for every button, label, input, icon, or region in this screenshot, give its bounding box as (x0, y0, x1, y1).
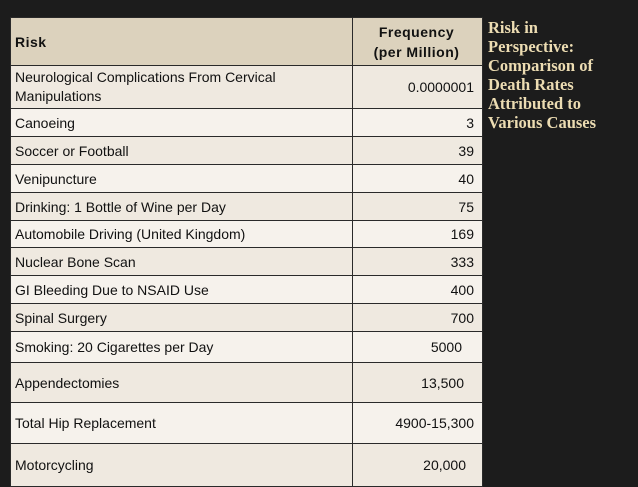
risk-table: Risk Frequency (per Million) Neurologica… (10, 17, 483, 487)
frequency-cell: 4900-15,300 (352, 402, 483, 444)
table-row: Nuclear Bone Scan 333 (10, 247, 483, 276)
risk-cell: Drinking: 1 Bottle of Wine per Day (10, 192, 353, 221)
frequency-cell: 3 (352, 108, 483, 137)
table-row: Venipuncture 40 (10, 164, 483, 193)
frequency-cell: 40 (352, 164, 483, 193)
table-row: Motorcycling 20,000 (10, 443, 483, 487)
title-line: Perspective: (488, 37, 575, 56)
frequency-cell: 20,000 (352, 443, 483, 487)
risk-cell: Automobile Driving (United Kingdom) (10, 220, 353, 248)
risk-cell: Appendectomies (10, 362, 353, 403)
risk-table-container: Risk Frequency (per Million) Neurologica… (10, 17, 483, 487)
table-row: Drinking: 1 Bottle of Wine per Day 75 (10, 192, 483, 221)
table-row: Total Hip Replacement 4900-15,300 (10, 402, 483, 444)
risk-cell: Venipuncture (10, 164, 353, 193)
frequency-cell: 400 (352, 275, 483, 304)
table-row: Canoeing 3 (10, 108, 483, 137)
title-line: Attributed to (488, 94, 582, 113)
title-line: Death Rates (488, 75, 574, 94)
table-row: GI Bleeding Due to NSAID Use 400 (10, 275, 483, 304)
frequency-cell: 75 (352, 192, 483, 221)
risk-cell: Soccer or Football (10, 136, 353, 165)
risk-cell: GI Bleeding Due to NSAID Use (10, 275, 353, 304)
frequency-cell: 5000 (352, 331, 483, 363)
risk-cell: Canoeing (10, 108, 353, 137)
frequency-cell: 700 (352, 303, 483, 332)
risk-cell: Nuclear Bone Scan (10, 247, 353, 276)
risk-cell: Total Hip Replacement (10, 402, 353, 444)
frequency-column-header: Frequency (per Million) (352, 17, 483, 66)
title-line: Risk in (488, 18, 538, 37)
risk-cell: Neurological Complications From Cervical… (10, 65, 353, 109)
table-header-row: Risk Frequency (per Million) (10, 17, 483, 66)
table-row: Spinal Surgery 700 (10, 303, 483, 332)
frequency-cell: 0.0000001 (352, 65, 483, 109)
table-row: Neurological Complications From Cervical… (10, 65, 483, 109)
frequency-cell: 333 (352, 247, 483, 276)
risk-cell: Motorcycling (10, 443, 353, 487)
frequency-header-line-2: (per Million) (373, 43, 460, 60)
risk-cell-line-1: Neurological Complications From Cervical (15, 69, 276, 85)
risk-cell-line-2: Manipulations (15, 88, 102, 104)
table-row: Smoking: 20 Cigarettes per Day 5000 (10, 331, 483, 363)
frequency-cell: 169 (352, 220, 483, 248)
table-row: Appendectomies 13,500 (10, 362, 483, 403)
risk-column-header: Risk (10, 17, 353, 66)
title-line: Various Causes (488, 113, 597, 132)
risk-cell: Smoking: 20 Cigarettes per Day (10, 331, 353, 363)
frequency-header-line-1: Frequency (378, 23, 455, 40)
risk-cell: Spinal Surgery (10, 303, 353, 332)
title-line: Comparison of (488, 56, 593, 75)
frequency-cell: 39 (352, 136, 483, 165)
slide-title: Risk in Perspective: Comparison of Death… (488, 18, 633, 132)
frequency-cell: 13,500 (352, 362, 483, 403)
table-row: Soccer or Football 39 (10, 136, 483, 165)
table-row: Automobile Driving (United Kingdom) 169 (10, 220, 483, 248)
